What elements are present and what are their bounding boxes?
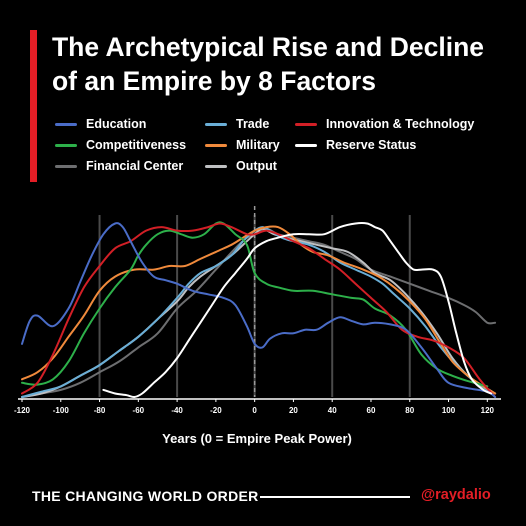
legend-swatch [55,122,77,126]
x-tick-label: -120 [14,406,31,415]
legend-item: Trade [205,117,269,131]
title-line-1: The Archetypical Rise and Decline [52,32,484,62]
legend-swatch [205,143,227,147]
title-line-2: of an Empire by 8 Factors [52,66,376,96]
legend-swatch [205,164,227,168]
legend: Education Competitiveness Financial Center… [55,117,495,179]
series-line [21,225,497,395]
legend-swatch [55,143,77,147]
footer-series-name: THE CHANGING WORLD ORDER [32,488,259,504]
legend-swatch [205,122,227,126]
line-chart: -120 -100 -80 -60 -40 -20 0 20 40 60 80 100 120 Years… [14,206,501,446]
x-tick-label: -80 [94,406,106,415]
series-line [21,221,489,388]
x-tick-label: 120 [481,406,495,415]
x-tick-label: 80 [405,406,414,415]
footer-handle: @raydalio [421,487,491,503]
legend-label: Trade [236,117,270,131]
legend-item: Reserve Status [295,138,416,152]
legend-label: Competitiveness [86,138,187,152]
legend-item: Innovation & Technology [295,117,474,131]
x-tick-label: -20 [210,406,222,415]
x-tick-label: 60 [367,406,376,415]
x-tick-label: 100 [442,406,456,415]
legend-swatch [55,164,77,168]
chart-title: The Archetypical Rise and Decline of an … [52,30,512,98]
legend-item: Output [205,159,277,173]
legend-item: Military [205,138,280,152]
x-axis-title: Years (0 = Empire Peak Power) [162,431,352,446]
legend-label: Military [236,138,280,152]
legend-swatch [295,122,317,126]
footer-divider [260,496,410,498]
legend-label: Output [236,159,277,173]
legend-item: Education [55,117,146,131]
x-tick-label: -40 [171,406,183,415]
legend-item: Competitiveness [55,138,186,152]
x-tick-label: -100 [53,406,70,415]
legend-label: Financial Center [86,159,184,173]
accent-bar [30,30,37,182]
legend-label: Innovation & Technology [326,117,475,131]
series-line [21,222,497,398]
x-tick-label: 20 [289,406,298,415]
series-line [21,222,497,398]
series-line [102,222,493,399]
legend-label: Education [86,117,147,131]
x-tick-label: 0 [252,406,257,415]
legend-swatch [295,143,317,147]
x-tick-label: 40 [328,406,337,415]
legend-item: Financial Center [55,159,183,173]
x-tick-label: -60 [133,406,145,415]
legend-label: Reserve Status [326,138,417,152]
